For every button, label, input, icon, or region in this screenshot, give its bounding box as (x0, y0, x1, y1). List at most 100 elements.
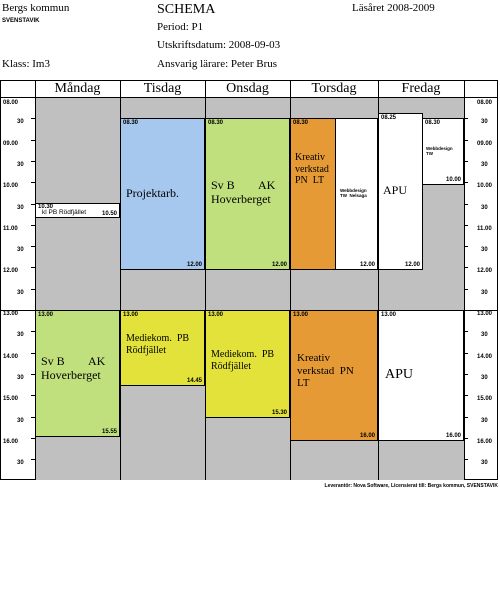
time-tick (31, 182, 35, 184)
time-tick (31, 437, 35, 439)
end-time: 12.00 (359, 262, 375, 268)
column-divider (464, 80, 465, 480)
time-label-left: 10.00 (3, 183, 19, 190)
day-header-wednesday: Onsdag (226, 81, 269, 96)
lesson-title: Webbdesign TW (426, 146, 453, 157)
end-time: 10.00 (445, 177, 461, 183)
time-label-left: 30 (17, 161, 24, 168)
time-label-left: 11.00 (3, 225, 18, 232)
time-tick (31, 267, 35, 269)
lesson-title: Sv B AK Hoverberget (41, 354, 106, 382)
time-tick (31, 224, 35, 226)
end-time: 14.45 (186, 378, 202, 384)
time-label-left: 08.00 (3, 100, 19, 106)
lesson-title: APU (383, 183, 408, 197)
time-label-right: 30 (481, 332, 488, 339)
time-label-right: 30 (481, 417, 488, 424)
lesson-tue-media[interactable]: 13.00 Mediekom. PB Rödfjället 14.45 (120, 310, 205, 386)
time-label-right: 16.00 (477, 438, 493, 445)
time-tick (464, 160, 468, 162)
period-label: Period: P1 (157, 21, 204, 33)
school-name: Bergs kommun (2, 2, 70, 14)
start-time: 08.30 (123, 120, 139, 126)
lesson-tue-project[interactable]: 08.30 Projektarb. 12.00 (120, 118, 205, 270)
time-tick (464, 182, 468, 184)
time-label-right: 12.00 (477, 268, 493, 275)
time-tick (31, 331, 35, 333)
lesson-wed-svb[interactable]: 08.30 Sv B AK Hoverberget 12.00 (205, 118, 290, 270)
time-tick (31, 203, 35, 205)
time-tick (31, 160, 35, 162)
time-label-left: 30 (17, 119, 24, 126)
time-label-left: 30 (17, 374, 24, 381)
school-year: Läsåret 2008-2009 (352, 2, 435, 14)
time-label-left: 09.00 (3, 140, 19, 147)
time-label-right: 15.00 (477, 396, 493, 403)
time-label-left: 30 (17, 332, 24, 339)
lesson-thu-kreativ2[interactable]: 13.00 Kreativ verkstad PN LT 16.00 (290, 310, 378, 441)
lesson-thu-kreativ[interactable]: 08.30 Kreativ verkstad PN LT (290, 118, 336, 270)
end-time: 16.00 (359, 433, 375, 439)
time-tick (464, 416, 468, 418)
start-time: 08.25 (381, 115, 397, 121)
time-label-right: 30 (481, 161, 488, 168)
column-divider (120, 80, 121, 480)
time-tick (31, 118, 35, 120)
day-header-tuesday: Tisdag (143, 81, 182, 96)
time-tick (464, 373, 468, 375)
end-time: 15.30 (271, 410, 287, 416)
time-tick (31, 416, 35, 418)
time-tick (31, 373, 35, 375)
time-tick (464, 246, 468, 248)
lesson-title: Projektarb. (126, 186, 179, 200)
schedule-title: SCHEMA (157, 2, 216, 17)
lesson-mon-svb[interactable]: 13.00 Sv B AK Hoverberget 15.55 (35, 310, 120, 437)
time-label-left: 30 (17, 289, 24, 296)
time-label-right: 30 (481, 247, 488, 254)
time-label-right: 30 (481, 289, 488, 296)
lesson-fri-webb[interactable]: 08.30 Webbdesign TW 10.00 (422, 118, 464, 185)
time-tick (464, 288, 468, 290)
end-time: 15.55 (101, 429, 117, 435)
day-header-thursday: Torsdag (311, 81, 357, 96)
column-divider (290, 80, 291, 480)
class-label: Klass: Im3 (2, 58, 50, 70)
municipality-name: SVENSTAVIK (2, 18, 40, 24)
header-divider (0, 97, 498, 98)
time-tick (464, 437, 468, 439)
time-label-right: 30 (481, 374, 488, 381)
lesson-title: Kreativ verkstad PN LT (297, 352, 354, 390)
lesson-mon-note[interactable]: 10.30 kl PB Rödfjället 10.50 (35, 203, 120, 218)
time-tick (31, 459, 35, 461)
time-tick (31, 395, 35, 397)
time-label-right: 13.00 (477, 311, 493, 317)
time-label-left: 30 (17, 247, 24, 254)
lesson-title: Mediekom. PB Rödfjället (211, 349, 275, 372)
time-label-right: 10.00 (477, 183, 493, 190)
end-time: 12.00 (271, 262, 287, 268)
time-tick (464, 224, 468, 226)
time-tick (464, 459, 468, 461)
column-divider (35, 80, 36, 480)
time-tick (31, 139, 35, 141)
time-label-left: 30 (17, 204, 24, 211)
lesson-thu-webb[interactable]: Webbdesign TW Nelsaga 12.00 (335, 118, 378, 270)
time-label-right: 09.00 (477, 140, 493, 147)
lesson-title: Mediekom. PB Rödfjället (126, 333, 190, 356)
lesson-wed-media[interactable]: 13.00 Mediekom. PB Rödfjället 15.30 (205, 310, 290, 418)
time-tick (31, 352, 35, 354)
end-time: 10.50 (101, 211, 117, 217)
supplier-footer: Leverantör: Nova Software, Licensierat t… (324, 483, 498, 489)
time-label-right: 14.00 (477, 353, 493, 360)
lesson-fri-apu2[interactable]: 13.00 APU 16.00 (378, 310, 464, 441)
time-label-left: 15.00 (3, 396, 19, 403)
lesson-title: kl PB Rödfjället (42, 209, 87, 216)
time-label-left: 30 (17, 460, 24, 467)
time-label-left: 16.00 (3, 438, 19, 445)
lesson-fri-apu[interactable]: 08.25 APU 12.00 (378, 113, 423, 270)
column-divider (378, 80, 379, 480)
time-tick (31, 246, 35, 248)
start-time: 08.30 (208, 120, 224, 126)
print-date: Utskriftsdatum: 2008-09-03 (157, 39, 281, 51)
time-label-right: 30 (481, 460, 488, 467)
